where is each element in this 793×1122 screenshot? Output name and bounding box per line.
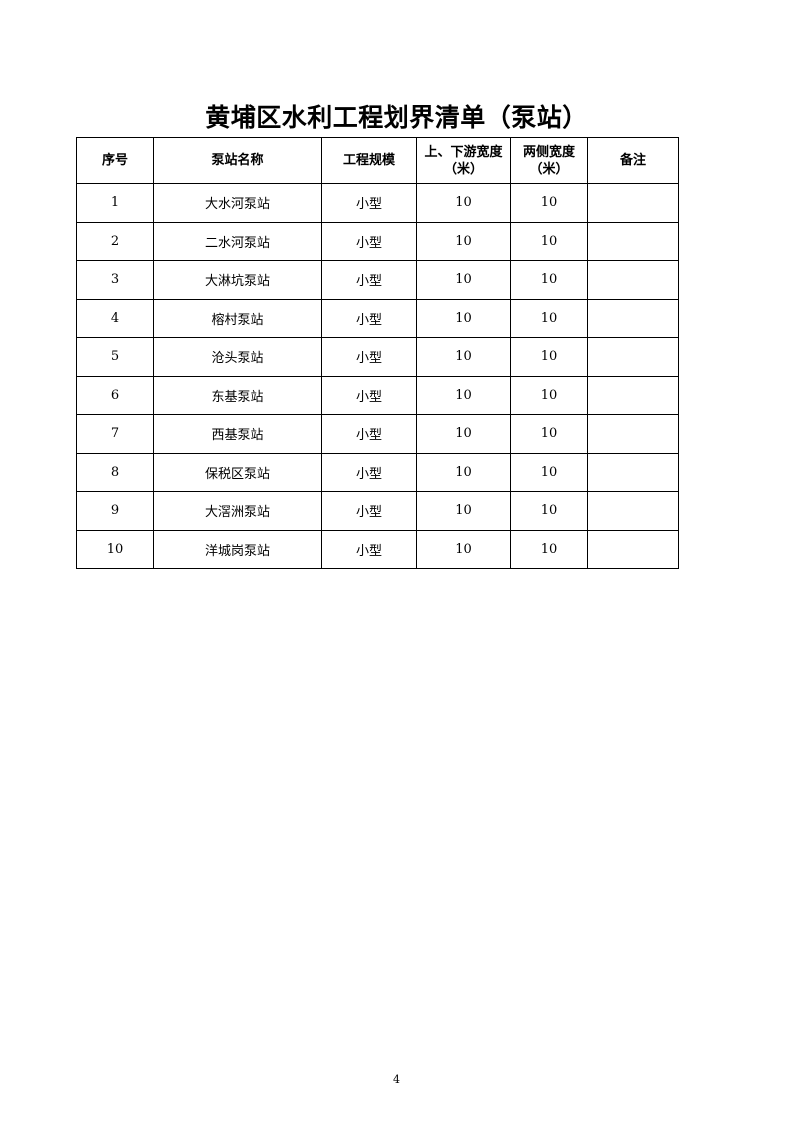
cell-side-width: 10 — [510, 221, 588, 261]
header-remarks: 备注 — [587, 137, 679, 184]
cell-scale: 小型 — [321, 452, 417, 492]
cell-scale: 小型 — [321, 529, 417, 569]
cell-index: 4 — [76, 298, 154, 338]
cell-station-name: 榕村泵站 — [153, 298, 322, 338]
cell-side-width: 10 — [510, 414, 588, 454]
cell-upstream-downstream-width: 10 — [416, 491, 511, 531]
cell-index: 10 — [76, 529, 154, 569]
cell-upstream-downstream-width: 10 — [416, 375, 511, 415]
table-row: 4 榕村泵站 小型 10 10 — [76, 298, 679, 338]
cell-remarks — [587, 529, 679, 569]
cell-index: 6 — [76, 375, 154, 415]
table-row: 3 大淋坑泵站 小型 10 10 — [76, 260, 679, 300]
table-row: 7 西基泵站 小型 10 10 — [76, 414, 679, 454]
cell-scale: 小型 — [321, 260, 417, 300]
cell-side-width: 10 — [510, 260, 588, 300]
table-row: 2 二水河泵站 小型 10 10 — [76, 221, 679, 261]
cell-side-width: 10 — [510, 491, 588, 531]
cell-station-name: 保税区泵站 — [153, 452, 322, 492]
cell-remarks — [587, 491, 679, 531]
cell-upstream-downstream-width: 10 — [416, 221, 511, 261]
cell-scale: 小型 — [321, 375, 417, 415]
table-row: 1 大水河泵站 小型 10 10 — [76, 183, 679, 223]
pump-station-table: 序号 泵站名称 工程规模 上、下游宽度 （米） 两侧宽度 （米） 备注 1 大水河泵站 小型 1… — [76, 137, 679, 569]
cell-remarks — [587, 375, 679, 415]
cell-side-width: 10 — [510, 375, 588, 415]
cell-station-name: 二水河泵站 — [153, 221, 322, 261]
page-number: 4 — [393, 1073, 400, 1086]
cell-remarks — [587, 183, 679, 223]
cell-upstream-downstream-width: 10 — [416, 337, 511, 377]
table-row: 6 东基泵站 小型 10 10 — [76, 375, 679, 415]
cell-remarks — [587, 337, 679, 377]
cell-index: 2 — [76, 221, 154, 261]
cell-side-width: 10 — [510, 529, 588, 569]
cell-remarks — [587, 260, 679, 300]
header-scale: 工程规模 — [321, 137, 417, 184]
table-row: 5 沧头泵站 小型 10 10 — [76, 337, 679, 377]
cell-station-name: 西基泵站 — [153, 414, 322, 454]
cell-upstream-downstream-width: 10 — [416, 414, 511, 454]
header-upstream-downstream-width: 上、下游宽度 （米） — [416, 137, 511, 184]
cell-remarks — [587, 298, 679, 338]
cell-remarks — [587, 452, 679, 492]
cell-side-width: 10 — [510, 183, 588, 223]
cell-station-name: 洋城岗泵站 — [153, 529, 322, 569]
cell-scale: 小型 — [321, 414, 417, 454]
cell-index: 9 — [76, 491, 154, 531]
table-row: 10 洋城岗泵站 小型 10 10 — [76, 529, 679, 569]
cell-side-width: 10 — [510, 337, 588, 377]
cell-scale: 小型 — [321, 491, 417, 531]
document-title: 黄埔区水利工程划界清单（泵站） — [205, 103, 588, 132]
cell-scale: 小型 — [321, 221, 417, 261]
cell-upstream-downstream-width: 10 — [416, 529, 511, 569]
cell-index: 5 — [76, 337, 154, 377]
cell-scale: 小型 — [321, 183, 417, 223]
table-header-row: 序号 泵站名称 工程规模 上、下游宽度 （米） 两侧宽度 （米） 备注 — [76, 137, 679, 184]
cell-scale: 小型 — [321, 298, 417, 338]
header-index: 序号 — [76, 137, 154, 184]
cell-index: 8 — [76, 452, 154, 492]
cell-remarks — [587, 221, 679, 261]
cell-side-width: 10 — [510, 298, 588, 338]
cell-side-width: 10 — [510, 452, 588, 492]
cell-station-name: 沧头泵站 — [153, 337, 322, 377]
cell-index: 1 — [76, 183, 154, 223]
cell-upstream-downstream-width: 10 — [416, 452, 511, 492]
cell-upstream-downstream-width: 10 — [416, 260, 511, 300]
table-row: 8 保税区泵站 小型 10 10 — [76, 452, 679, 492]
table-row: 9 大滘洲泵站 小型 10 10 — [76, 491, 679, 531]
cell-scale: 小型 — [321, 337, 417, 377]
header-station-name: 泵站名称 — [153, 137, 322, 184]
cell-index: 7 — [76, 414, 154, 454]
header-side-width: 两侧宽度 （米） — [510, 137, 588, 184]
cell-station-name: 东基泵站 — [153, 375, 322, 415]
cell-station-name: 大水河泵站 — [153, 183, 322, 223]
cell-station-name: 大滘洲泵站 — [153, 491, 322, 531]
cell-remarks — [587, 414, 679, 454]
cell-upstream-downstream-width: 10 — [416, 298, 511, 338]
cell-index: 3 — [76, 260, 154, 300]
cell-upstream-downstream-width: 10 — [416, 183, 511, 223]
cell-station-name: 大淋坑泵站 — [153, 260, 322, 300]
